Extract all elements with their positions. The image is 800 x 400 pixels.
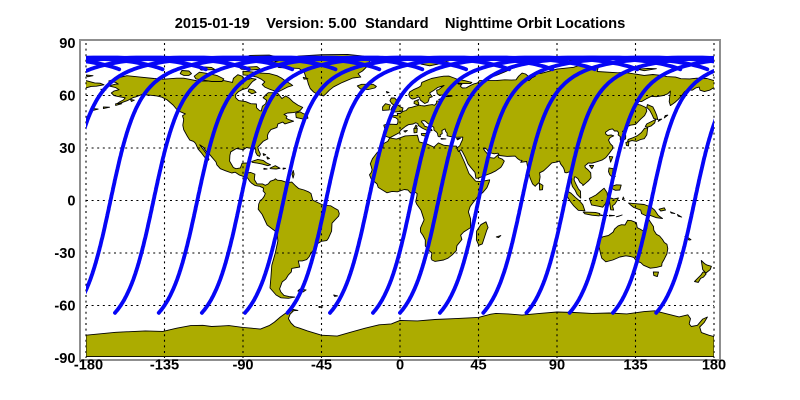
svg-text:-45: -45	[311, 357, 332, 373]
svg-text:-30: -30	[54, 246, 75, 262]
svg-text:90: 90	[549, 357, 565, 373]
svg-text:-180: -180	[74, 357, 103, 373]
svg-text:-60: -60	[54, 299, 75, 315]
svg-text:-90: -90	[54, 351, 75, 367]
svg-text:-135: -135	[150, 357, 179, 373]
svg-text:30: 30	[59, 141, 75, 157]
svg-text:0: 0	[67, 194, 75, 210]
svg-text:-90: -90	[232, 357, 253, 373]
svg-text:2015-01-19 Version: 5.00 S: 2015-01-19 Version: 5.00 Standard Nightt…	[175, 16, 626, 32]
svg-text:60: 60	[59, 89, 75, 105]
svg-text:180: 180	[702, 357, 726, 373]
svg-text:135: 135	[623, 357, 647, 373]
svg-text:45: 45	[470, 357, 486, 373]
svg-text:0: 0	[396, 357, 404, 373]
svg-text:90: 90	[59, 36, 75, 52]
